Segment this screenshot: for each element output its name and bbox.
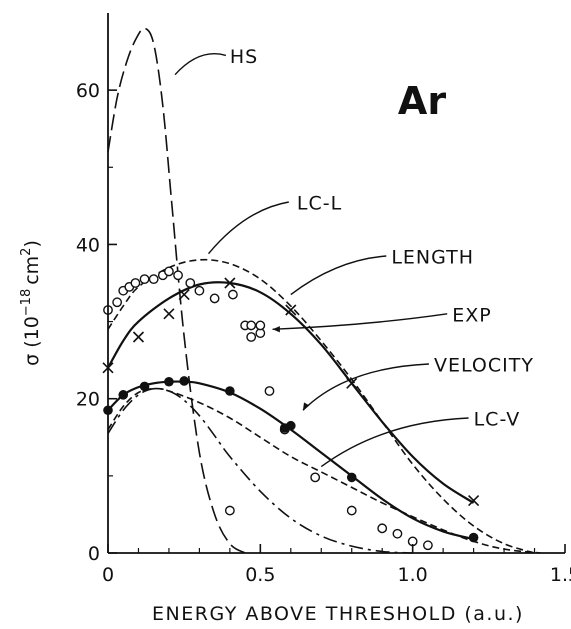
exp-point: [139, 274, 150, 285]
velocity-point: [468, 532, 479, 543]
annotation-velocity: VELOCITY: [434, 355, 534, 377]
x-axis-label: ENERGY ABOVE THRESHOLD (a.u.): [152, 603, 524, 625]
velocity-point: [118, 390, 129, 400]
x-tick-label: 0: [102, 564, 114, 586]
length-point: [163, 308, 175, 320]
series-hs-line: [107, 27, 246, 554]
x-tick-label: 1.5: [550, 564, 571, 586]
axes: 0 0.5 1.0 1.5 0 20 40 60: [76, 13, 571, 586]
chart-title: Ar: [398, 79, 446, 123]
lc-v-leader: [320, 417, 469, 468]
curves: [107, 27, 541, 554]
velocity-point: [225, 386, 235, 396]
exp-point: [422, 540, 433, 551]
y-axis-label-mid: cm: [21, 256, 43, 285]
exp-point: [185, 278, 196, 288]
exp-point: [224, 505, 235, 516]
y-tick-label: 20: [76, 389, 100, 411]
velocity-point: [346, 472, 357, 483]
exp-leader-head: [272, 326, 280, 333]
series-unlabelled-5-line: [107, 387, 413, 554]
exp-point: [392, 528, 403, 539]
annotation-length: LENGTH: [391, 247, 474, 269]
exp-point: [148, 274, 159, 285]
exp-point: [130, 278, 141, 288]
y-axis-label-exp1: −18: [19, 289, 34, 316]
exp-point: [264, 386, 275, 396]
exp-point: [209, 293, 220, 304]
markers: [102, 266, 480, 551]
y-axis-label-exp2: 2: [19, 248, 34, 256]
velocity-point: [164, 376, 174, 387]
exp-point: [194, 285, 205, 296]
length-point: [224, 277, 236, 289]
x-tick-label: 1.0: [398, 564, 428, 586]
length-point: [178, 289, 190, 301]
exp-leader: [272, 313, 448, 330]
exp-point: [377, 523, 388, 534]
lc-l-leader: [208, 201, 289, 255]
exp-point: [164, 266, 174, 277]
x-tick-label: 0.5: [245, 564, 275, 586]
annotation-lc-v: LC-V: [474, 409, 521, 431]
velocity-leader-head: [302, 402, 310, 411]
exp-point: [112, 297, 123, 308]
annotation-hs: HS: [230, 46, 258, 68]
y-tick-label: 0: [88, 543, 100, 565]
y-axis-label-prefix: σ (10: [21, 316, 43, 366]
velocity-point: [179, 376, 189, 386]
exp-point: [255, 320, 266, 331]
hs-leader: [174, 53, 227, 76]
series-length-line: [107, 281, 475, 504]
length-point: [132, 331, 145, 343]
annotation-lc-l: LC-L: [297, 193, 342, 215]
annotations: HS LC-L LENGTH EXP VELOCITY LC-V: [174, 46, 534, 468]
y-tick-label: 40: [76, 234, 100, 256]
exp-point: [246, 320, 257, 331]
y-tick-label: 60: [76, 80, 100, 102]
exp-point: [246, 332, 257, 342]
exp-point: [310, 472, 321, 483]
y-axis-label-suffix: ): [21, 240, 43, 247]
length-point: [285, 304, 297, 316]
velocity-point: [286, 420, 296, 431]
annotation-exp: EXP: [452, 305, 491, 327]
length-point: [468, 494, 480, 507]
length-leader: [290, 255, 387, 296]
y-axis-label: σ (10−18 cm2): [19, 240, 43, 366]
exp-point: [346, 505, 357, 516]
exp-point: [228, 289, 238, 300]
exp-point: [173, 270, 183, 281]
velocity-point: [139, 381, 150, 392]
velocity-leader: [302, 363, 429, 411]
series-velocity-line: [107, 380, 474, 541]
